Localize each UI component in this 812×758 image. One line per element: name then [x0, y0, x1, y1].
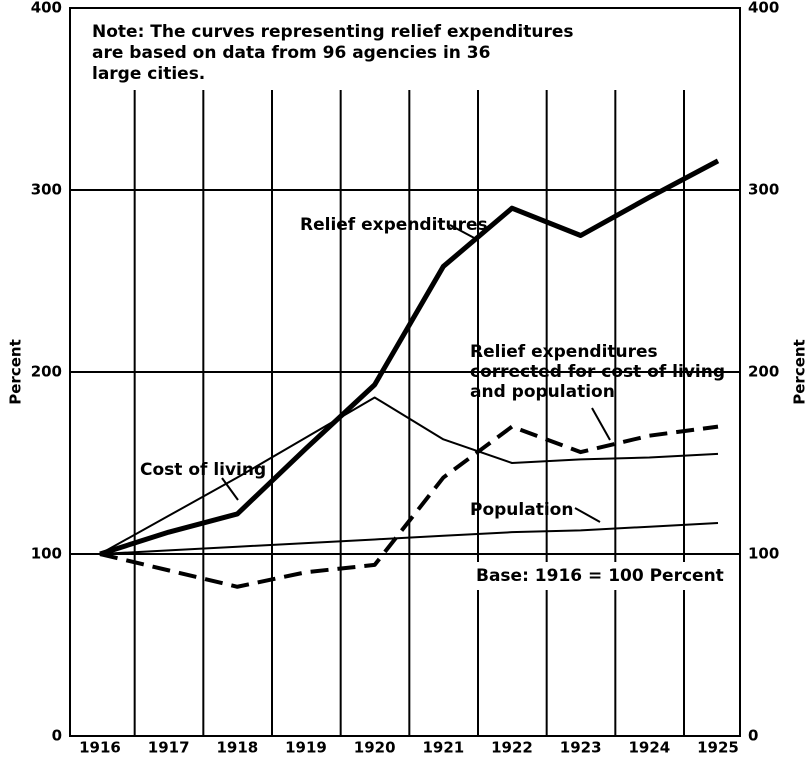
y2-tick-label: 200 — [748, 363, 779, 381]
annotation: are based on data from 96 agencies in 36 — [92, 43, 490, 63]
y2-tick-label: 0 — [748, 727, 758, 745]
y2-tick-label: 300 — [748, 181, 779, 199]
annotation: large cities. — [92, 64, 205, 84]
annotation: Cost of living — [140, 460, 266, 480]
x-tick-label: 1916 — [79, 739, 121, 757]
leader-line — [591, 407, 611, 441]
y-tick-label: 200 — [31, 363, 62, 381]
y-tick-label: 400 — [31, 0, 62, 17]
y2-axis-label: Percent — [791, 339, 809, 404]
annotation: Relief expenditures — [300, 215, 488, 235]
leader-line — [574, 507, 601, 523]
y2-tick-label: 100 — [748, 545, 779, 563]
series-line — [99, 158, 720, 557]
annotation: Base: 1916 = 100 Percent — [476, 566, 724, 586]
y-tick-label: 300 — [31, 181, 62, 199]
series-line — [99, 522, 719, 555]
leader-line — [449, 224, 479, 241]
annotation: and population — [470, 382, 615, 402]
x-tick-label: 1917 — [148, 739, 190, 757]
x-tick-label: 1921 — [422, 739, 464, 757]
x-tick-label: 1919 — [285, 739, 327, 757]
annotation: Relief expenditures — [470, 342, 658, 362]
x-tick-label: 1925 — [697, 739, 739, 757]
y-axis-label: Percent — [7, 339, 25, 404]
base-box — [472, 562, 722, 590]
x-tick-label: 1920 — [354, 739, 396, 757]
annotation: Population — [470, 500, 573, 520]
y-tick-label: 0 — [52, 727, 62, 745]
x-tick-label: 1922 — [491, 739, 533, 757]
x-tick-label: 1924 — [628, 739, 670, 757]
series-line — [99, 424, 719, 589]
x-tick-label: 1918 — [216, 739, 258, 757]
note-box — [76, 14, 606, 90]
leader-line — [221, 477, 239, 501]
annotation: corrected for cost of living — [470, 362, 725, 382]
y2-tick-label: 400 — [748, 0, 779, 17]
annotation: Note: The curves representing relief exp… — [92, 22, 574, 42]
series-line — [99, 396, 719, 555]
x-tick-label: 1923 — [560, 739, 602, 757]
y-tick-label: 100 — [31, 545, 62, 563]
